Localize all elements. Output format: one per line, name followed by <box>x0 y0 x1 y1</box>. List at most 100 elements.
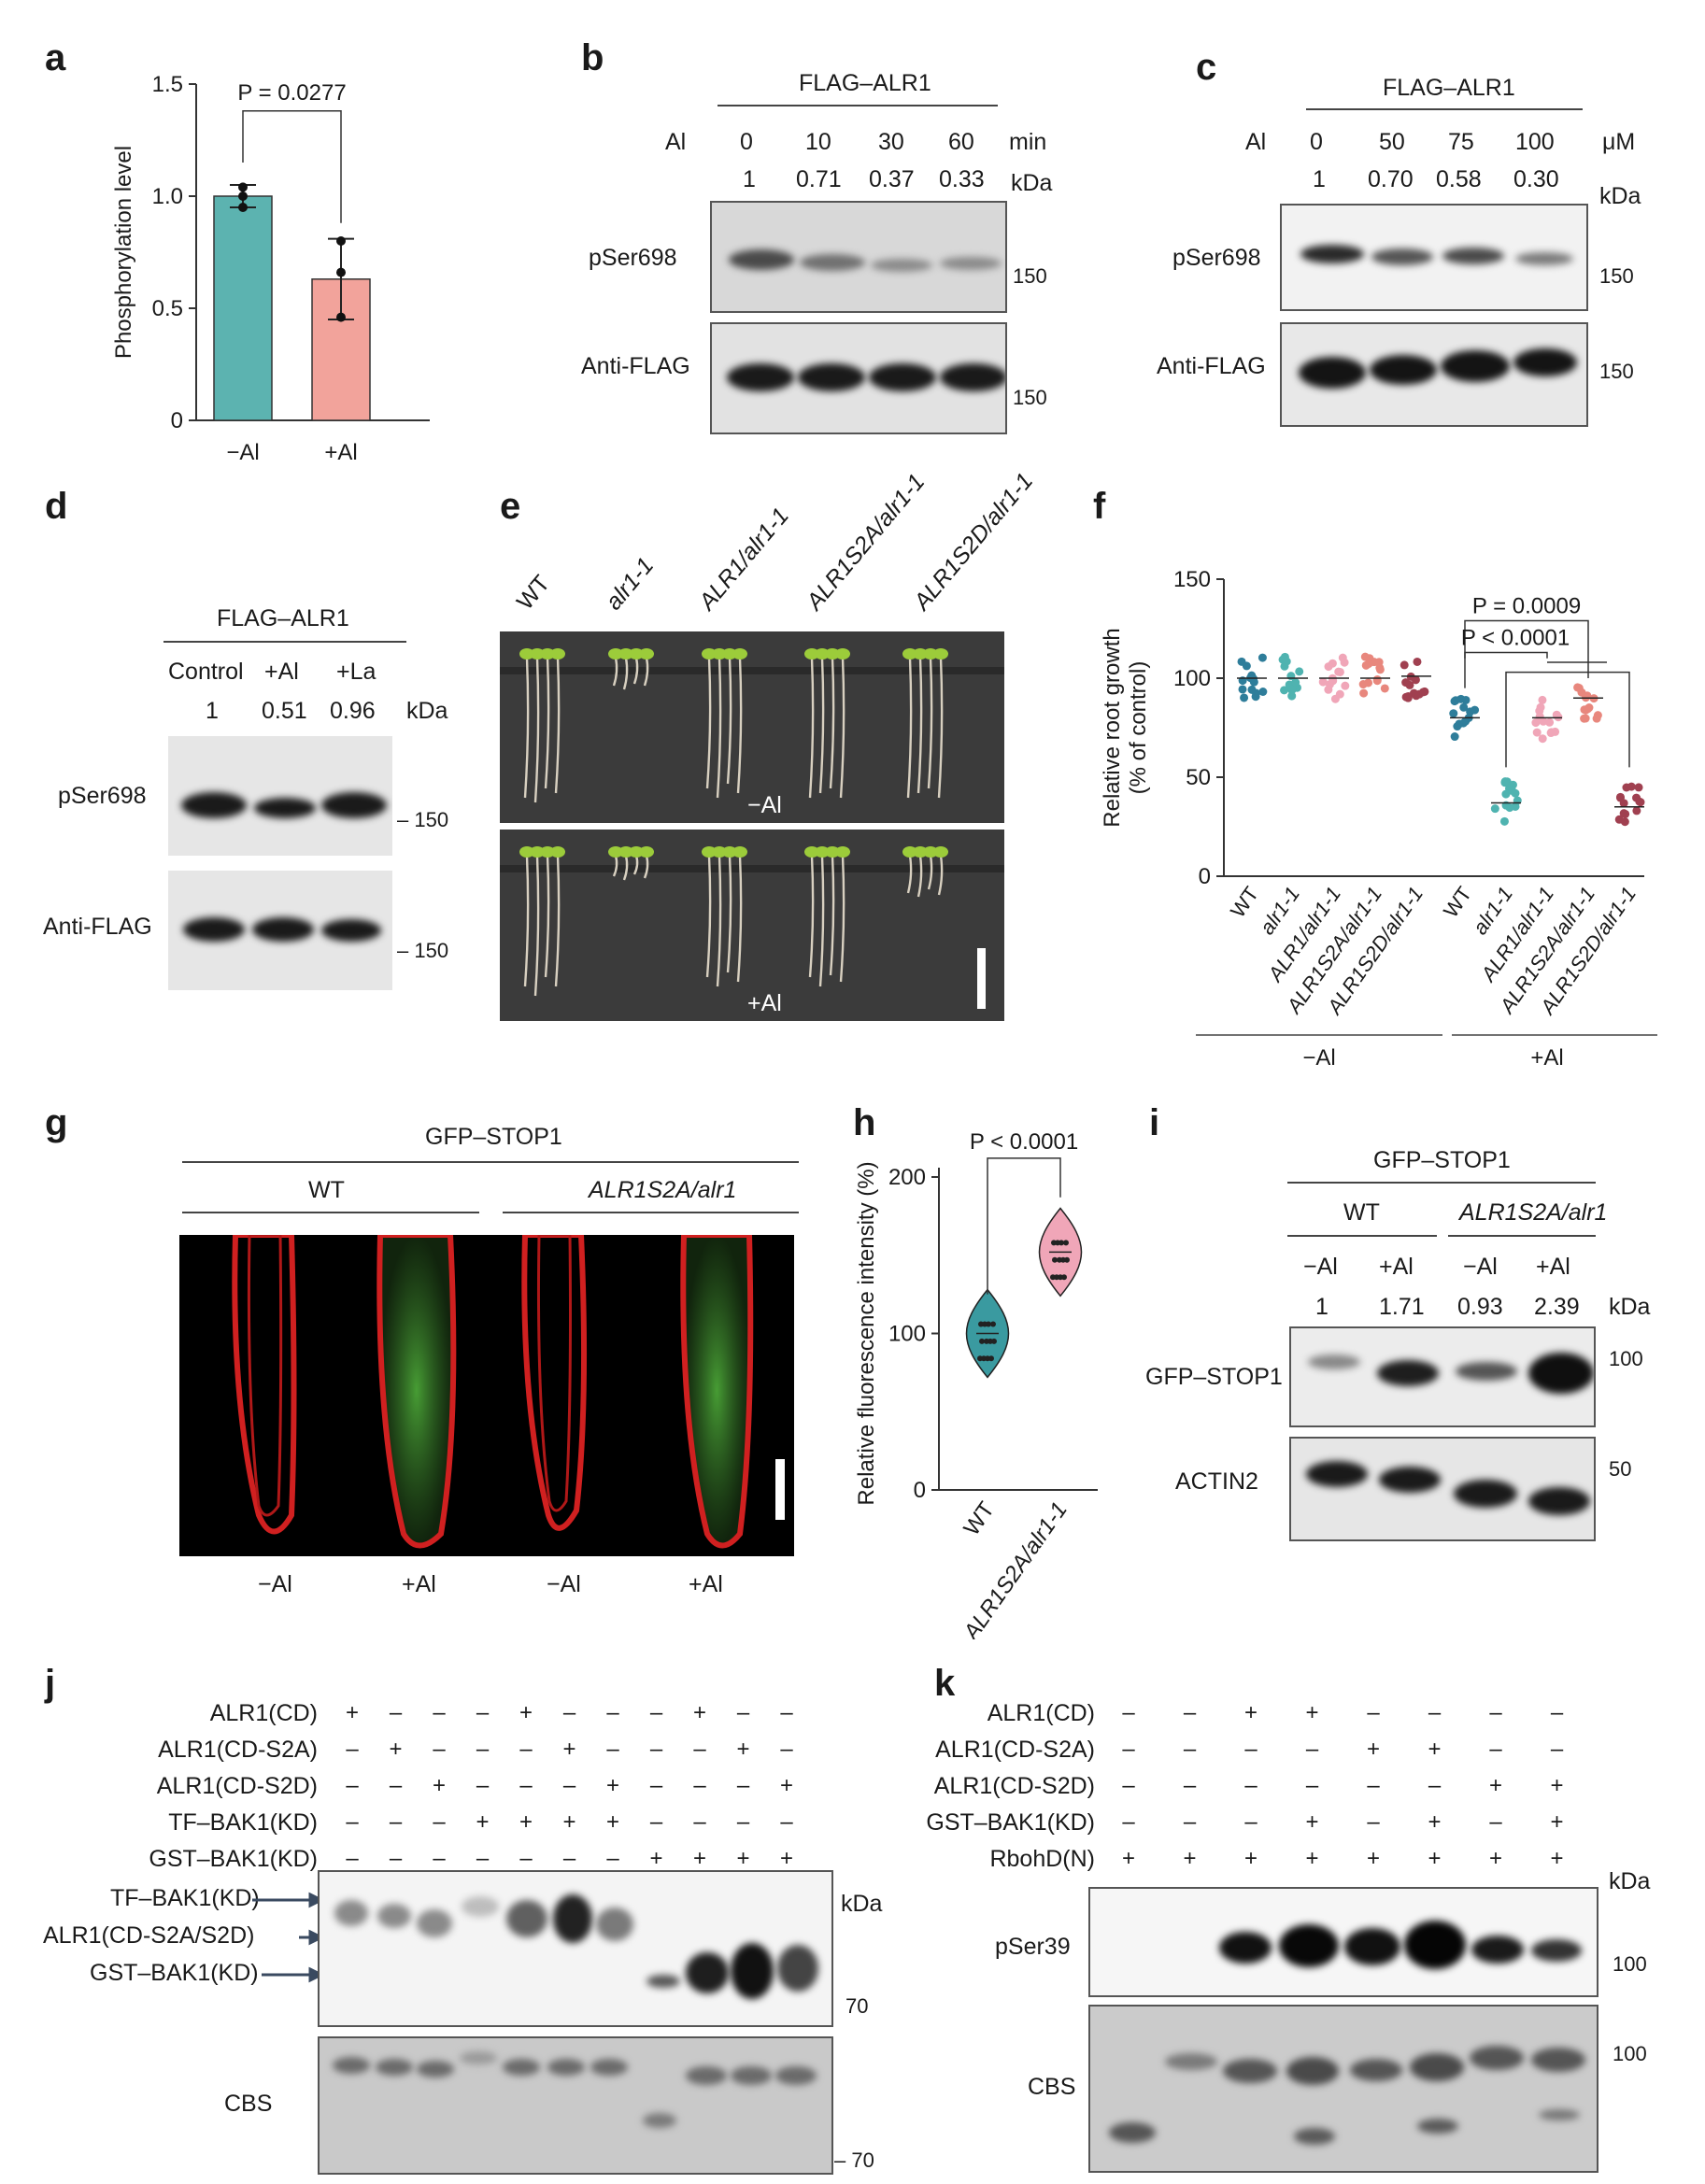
seedling-plate-control <box>500 631 1004 823</box>
treatment-mark: – <box>1489 1700 1502 1725</box>
group-rule <box>1287 1235 1437 1237</box>
ratio-label: 1 <box>1315 1294 1328 1320</box>
cotyledon <box>608 846 623 858</box>
kda-label: kDa <box>1599 183 1641 209</box>
data-point <box>1282 657 1291 666</box>
y-tick-label: 0 <box>1199 864 1211 889</box>
data-point <box>1059 1240 1064 1246</box>
size-marker: 150 <box>1013 386 1047 409</box>
treatment-mark: – <box>519 1773 533 1798</box>
cotyledon <box>835 648 850 659</box>
blot-header: GFP–STOP1 <box>1373 1147 1511 1173</box>
blot-anti-flag <box>168 871 392 990</box>
confocal-image <box>179 1235 794 1556</box>
root <box>736 855 743 983</box>
p-value: P < 0.0001 <box>1461 625 1570 650</box>
data-point <box>1358 680 1368 689</box>
treatment-mark: – <box>1550 1737 1564 1762</box>
plate-label: +Al <box>747 990 782 1016</box>
data-point <box>1539 716 1548 726</box>
data-point <box>336 312 346 322</box>
data-point <box>1330 694 1340 703</box>
root <box>643 657 649 687</box>
data-point <box>1291 678 1300 688</box>
blot-header: FLAG–ALR1 <box>217 605 349 631</box>
root <box>716 855 722 987</box>
treatment-mark: + <box>562 1809 576 1835</box>
arrow-label: GST–BAK1(KD) <box>90 1960 259 1986</box>
size-marker: 150 <box>1599 264 1634 288</box>
data-point <box>238 203 248 212</box>
treatment-mark: – <box>693 1809 706 1835</box>
condition-label: 0 <box>740 129 753 155</box>
cotyledon <box>712 846 727 858</box>
treatment-mark: + <box>1550 1773 1564 1798</box>
y-axis-label: Relative fluorescence intensity (%) <box>854 1161 879 1505</box>
root <box>716 657 722 799</box>
blot-j-top <box>318 1870 833 2027</box>
root <box>839 855 845 983</box>
data-point <box>1359 688 1369 698</box>
condition-label: −Al <box>1303 1254 1338 1280</box>
root <box>927 855 933 890</box>
plate-line <box>500 667 1004 674</box>
treatment-label: TF–BAK1(KD) <box>168 1809 318 1836</box>
treatment-mark: – <box>1305 1737 1319 1762</box>
treatment-mark: – <box>476 1773 490 1798</box>
scale-bar <box>977 948 986 1009</box>
condition-label: 75 <box>1448 129 1474 155</box>
data-point <box>1581 714 1590 723</box>
ratio-label: 0.51 <box>262 698 307 724</box>
seedlings <box>500 846 1004 997</box>
treatment-label: ALR1(CD-S2A) <box>935 1737 1095 1763</box>
ratio-label: 0.70 <box>1368 166 1414 192</box>
data-point <box>1341 681 1350 690</box>
panel-letter-j: j <box>45 1663 56 1704</box>
treatment-mark: – <box>1489 1737 1502 1762</box>
condition-label: −Al <box>258 1571 292 1597</box>
treatment-mark: – <box>389 1773 403 1798</box>
treatment-mark: + <box>1488 1846 1502 1871</box>
cotyledon <box>804 648 819 659</box>
treatment-mark: – <box>389 1809 403 1835</box>
treatment-mark: + <box>1366 1737 1380 1762</box>
header-rule <box>163 641 406 643</box>
treatment-mark: – <box>389 1846 403 1871</box>
data-point <box>1621 809 1630 818</box>
data-point <box>1450 732 1459 742</box>
root <box>937 657 944 799</box>
x-tick-label: WT <box>1439 883 1476 922</box>
blot-pser698 <box>168 736 392 856</box>
condition-label: −Al <box>547 1571 581 1597</box>
root <box>818 657 825 794</box>
treatment-mark: – <box>562 1846 576 1871</box>
cotyledon <box>825 846 840 858</box>
condition-label: 50 <box>1379 129 1405 155</box>
cotyledon <box>722 846 737 858</box>
treatment-mark: – <box>1367 1700 1380 1725</box>
x-tick-label: −Al <box>226 440 259 465</box>
panel-letter-g: g <box>45 1102 68 1143</box>
ratio-label: 0.37 <box>869 166 915 192</box>
blot-j-cbs <box>318 2036 833 2175</box>
treatment-mark: – <box>649 1773 663 1798</box>
size-marker: 150 <box>1599 360 1634 383</box>
cotyledon <box>530 846 545 858</box>
kda-label: kDa <box>841 1891 883 1917</box>
root <box>808 657 815 799</box>
root-micrographs <box>232 1235 785 1549</box>
treatment-mark: – <box>1122 1809 1135 1835</box>
cotyledon <box>933 648 948 659</box>
treatment-mark: – <box>649 1809 663 1835</box>
significance-bracket <box>242 110 342 223</box>
size-marker: 50 <box>1609 1457 1632 1481</box>
data-point <box>1318 677 1328 687</box>
data-point <box>238 191 248 201</box>
significance-bracket <box>1464 619 1589 678</box>
treatment-mark: – <box>1122 1737 1135 1762</box>
root <box>906 657 913 799</box>
treatment-mark: – <box>1244 1773 1257 1798</box>
y-tick-label: 1.0 <box>152 184 183 209</box>
cotyledon <box>530 648 545 659</box>
row-label: Al <box>665 129 687 155</box>
